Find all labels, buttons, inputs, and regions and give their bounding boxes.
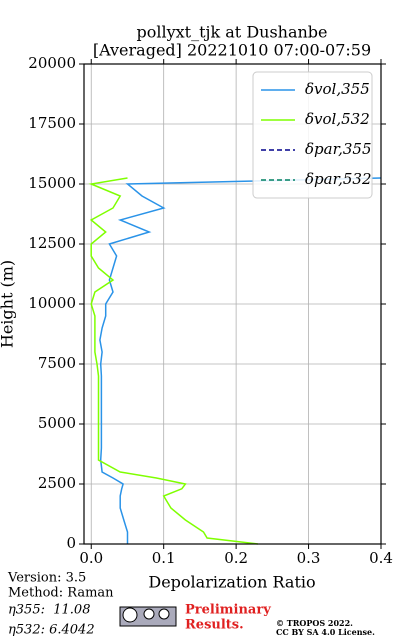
eta532: η532: 6.4042 (8, 623, 95, 638)
x-tick-label: 0.1 (152, 549, 176, 567)
y-tick-label: 2500 (38, 474, 76, 492)
eta355: η355: 11.08 (8, 603, 90, 618)
plot-frame (83, 63, 382, 545)
copyright: © TROPOS 2022. (276, 618, 353, 628)
legend-label: δvol,355 (305, 80, 370, 98)
y-tick-label: 20000 (28, 54, 76, 72)
x-axis-label: Depolarization Ratio (148, 573, 315, 592)
profile-line (88, 177, 258, 545)
y-axis-label: Height (m) (0, 260, 17, 348)
y-tick-label: 10000 (28, 294, 76, 312)
copyright: CC BY SA 4.0 License. (276, 627, 375, 637)
version: Version: 3.5 (7, 571, 86, 586)
profile-line (99, 177, 382, 544)
x-tick-label: 0.3 (297, 549, 321, 567)
chart-subtitle: [Averaged] 20221010 07:00-07:59 (93, 41, 371, 60)
y-tick-label: 15000 (28, 174, 76, 192)
y-tick-label: 12500 (28, 234, 76, 252)
preliminary: Preliminary (185, 603, 271, 618)
legend: δvol,355 δvol,532 δpar,355 δpar,532 (252, 71, 373, 199)
y-tick-label: 7500 (38, 354, 76, 372)
license-badge (119, 606, 177, 627)
x-tick-label: 0.2 (224, 549, 248, 567)
y-tick-label: 0 (66, 534, 76, 552)
legend-box (252, 71, 373, 199)
x-tick-label: 0.4 (369, 549, 393, 567)
chart-title: pollyxt_tjk at Dushanbe (136, 23, 327, 42)
preliminary: Results. (185, 618, 244, 633)
y-tick-label: 17500 (28, 114, 76, 132)
legend-label: δpar,532 (305, 170, 372, 188)
method: Method: Raman (8, 586, 114, 601)
x-tick-label: 0.0 (79, 549, 103, 567)
legend-label: δvol,532 (305, 110, 370, 128)
y-tick-label: 5000 (38, 414, 76, 432)
legend-label: δpar,355 (305, 140, 372, 158)
